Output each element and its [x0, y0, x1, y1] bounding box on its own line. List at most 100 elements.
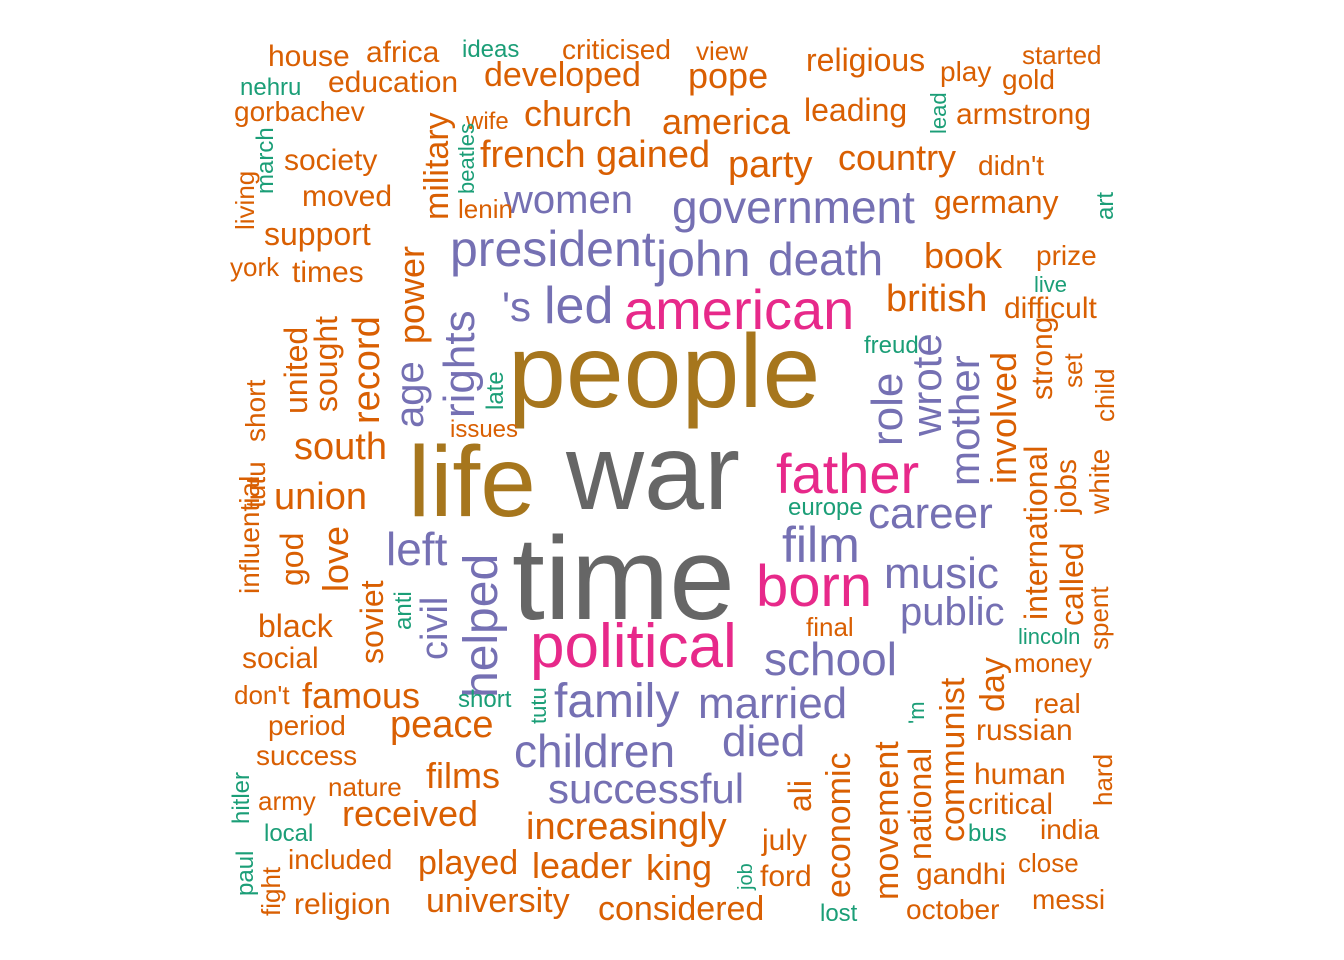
word-july: july [762, 824, 808, 857]
word-anti: anti [390, 591, 417, 630]
word-civil: civil [414, 596, 456, 660]
word-criticised: criticised [562, 34, 671, 65]
word-set: freud [864, 332, 919, 359]
word-armstrong: armstrong [956, 98, 1092, 131]
word-live: issues [450, 416, 519, 443]
word-book: book [924, 235, 1003, 276]
word-october: october [906, 894, 1000, 925]
word-army: army [258, 786, 316, 816]
word-music: music [884, 549, 999, 598]
word-pope: pope [688, 55, 769, 96]
word-family: family [554, 675, 680, 728]
word-gandhi: gandhi [916, 858, 1007, 891]
word-country: country [838, 137, 957, 178]
word-nehru: nehru [240, 74, 302, 101]
word-social: social [242, 642, 319, 675]
word-bus: job [735, 863, 757, 890]
word-love: love [315, 525, 356, 592]
word-role: role [863, 372, 912, 446]
word-living: fight [256, 866, 286, 916]
word-public: public [900, 590, 1005, 634]
word-british: british [886, 278, 988, 320]
word-germany: germany [934, 184, 1059, 220]
word-america: america [662, 101, 791, 142]
word-issues: art [1092, 191, 1119, 220]
word-played: played [418, 844, 519, 882]
word-ideas: ideas [462, 36, 520, 63]
word-didnt: didn't [978, 150, 1045, 181]
word-spent: white [1084, 448, 1115, 514]
word-russian: russian [976, 714, 1073, 747]
word-sought: sought [308, 315, 344, 412]
word-married: married [698, 679, 848, 728]
word-american: american [624, 278, 855, 341]
word-moved: moved [302, 180, 393, 213]
word-lost: 'm [904, 701, 929, 724]
word-real: real [1034, 688, 1081, 719]
word-fight: influential [234, 475, 265, 594]
word-education: education [328, 66, 459, 99]
word-considered: considered [598, 890, 765, 928]
word-difficult: difficult [1004, 292, 1097, 325]
word-hitler: paul [232, 850, 259, 896]
word-economic: economic [820, 752, 858, 898]
word-south: south [294, 426, 387, 468]
word-communist: communist [934, 677, 972, 842]
word-included: included [288, 844, 393, 875]
word-women: women [504, 178, 633, 222]
word-support: support [264, 216, 371, 252]
word-started: started [1022, 40, 1102, 70]
word-left: left [386, 523, 448, 575]
word-successful: successful [548, 765, 745, 812]
word-religion: religion [294, 888, 391, 921]
word-french: french [480, 134, 586, 176]
word-close: close [1018, 848, 1079, 878]
word-involved: involved [983, 351, 1024, 484]
word-day: day [974, 657, 1012, 712]
word-human: human [974, 758, 1066, 791]
word-children: children [514, 725, 676, 777]
word-power: power [391, 245, 432, 344]
word-gained: gained [596, 134, 711, 176]
word-soviet: soviet [354, 580, 390, 664]
word-wife: wife [466, 108, 509, 135]
word-nature: nature [328, 772, 402, 802]
word-ali: ali [782, 779, 818, 812]
word-helped: helped [455, 553, 508, 698]
word-local: local [264, 820, 314, 847]
word-final: final [806, 612, 854, 642]
word-born: born [756, 554, 873, 619]
word-film: film [782, 517, 860, 573]
word-leading: leading [804, 92, 908, 128]
word-york: york [230, 252, 280, 282]
word-gorbachev: gorbachev [234, 96, 365, 127]
word-john: john [656, 231, 751, 287]
word-tutu: tutu [526, 687, 551, 724]
word-child: live [1034, 272, 1068, 297]
word-art-flat: lenin [458, 194, 513, 224]
word-prize: prize [1036, 240, 1097, 271]
word-apostrophe-m: europe [788, 494, 863, 521]
word-school: school [764, 633, 897, 685]
word-famous: famous [302, 675, 421, 716]
word-record: record [346, 316, 388, 424]
word-lead: beatles [454, 123, 479, 194]
word-views: lost [820, 900, 858, 927]
word-period: period [268, 710, 346, 741]
word-led: led [544, 277, 614, 335]
word-god: god [274, 532, 310, 586]
word-president: president [450, 221, 656, 277]
word-times: times [292, 256, 364, 289]
word-father: father [776, 442, 920, 505]
word-gain: bus [968, 820, 1007, 847]
word-ford: ford [760, 860, 812, 893]
word-march: hitler [228, 771, 255, 824]
word-united: united [278, 326, 314, 414]
word-university: university [426, 882, 570, 920]
word-india: india [1040, 814, 1100, 845]
word-increasingly: increasingly [526, 806, 727, 848]
word-union: union [274, 476, 367, 518]
word-rights: rights [435, 310, 484, 418]
word-party: party [728, 144, 813, 186]
